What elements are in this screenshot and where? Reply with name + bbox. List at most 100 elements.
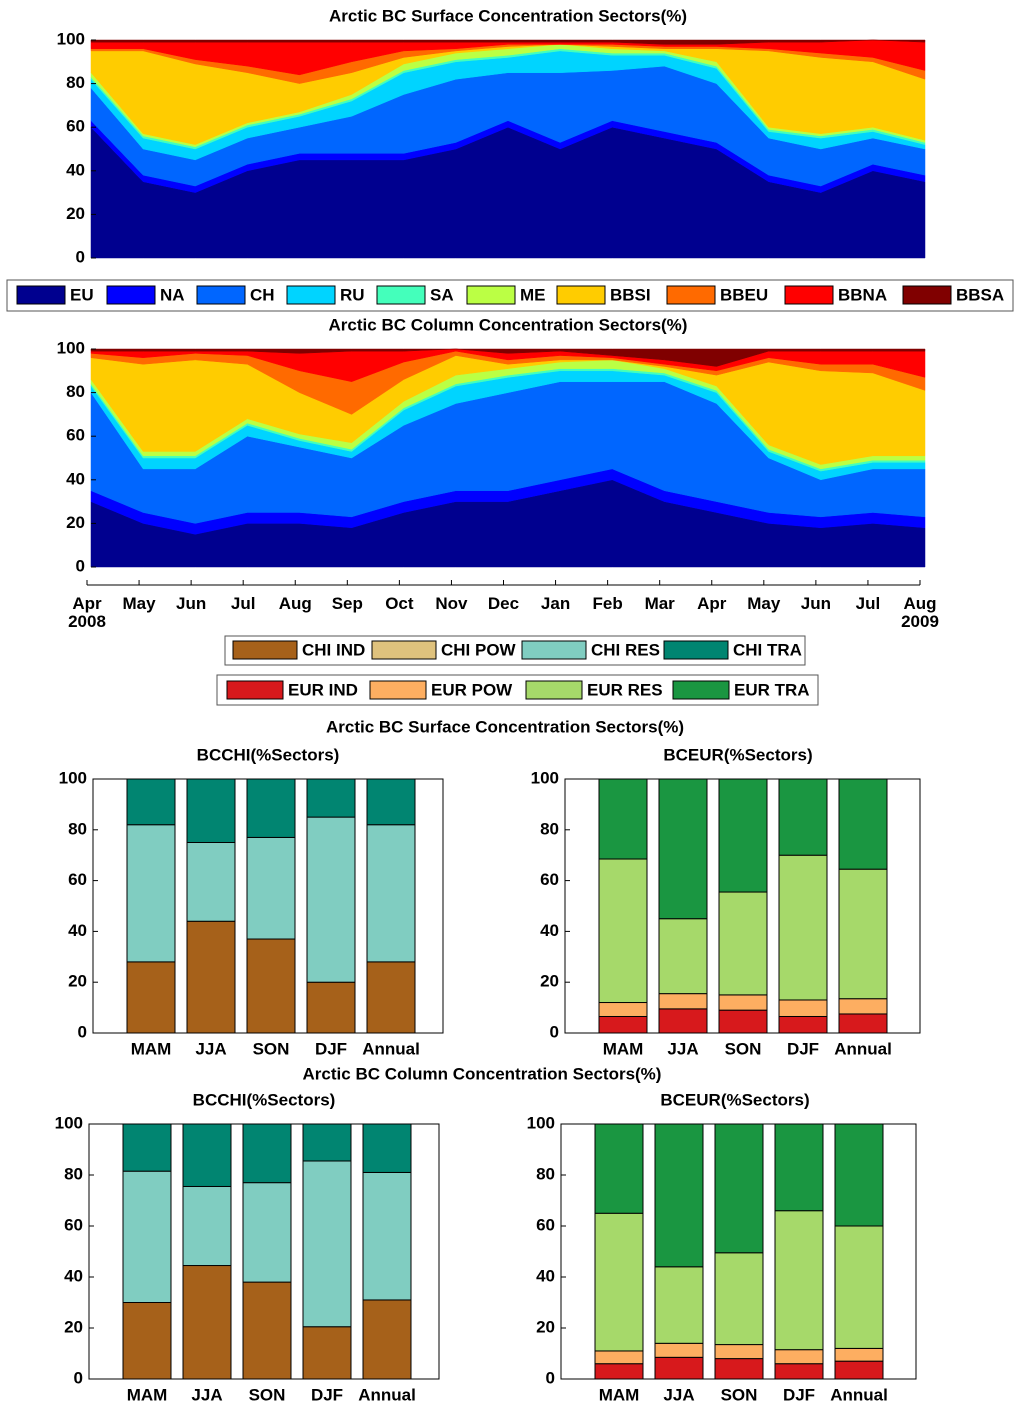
x-tick-label: SON xyxy=(249,1385,286,1404)
bar-segment xyxy=(598,778,648,860)
bar-segment xyxy=(778,854,828,1001)
x-tick-label: SON xyxy=(253,1039,290,1058)
x-tick-label: Jul xyxy=(231,594,256,613)
bar-segment xyxy=(302,1123,352,1162)
bar-segment xyxy=(774,1210,824,1351)
x-tick-label: MAM xyxy=(599,1385,640,1404)
y-tick-label: 60 xyxy=(536,1215,555,1234)
bar-segment xyxy=(122,1170,172,1304)
bar-segment xyxy=(654,1266,704,1344)
x-tick-label: JJA xyxy=(191,1385,222,1404)
bar-segment xyxy=(182,1123,232,1187)
x-tick-label: Oct xyxy=(385,594,414,613)
legend-swatch xyxy=(521,640,587,660)
y-tick-label: 100 xyxy=(531,768,559,787)
y-tick-label: 60 xyxy=(66,117,85,136)
bar-segment xyxy=(362,1171,412,1301)
x-tick-label: Aug xyxy=(279,594,312,613)
bar-segment xyxy=(598,1015,648,1034)
x-tick-label: DJF xyxy=(783,1385,815,1404)
legend-label: EUR TRA xyxy=(734,680,810,699)
bar-segment xyxy=(594,1212,644,1352)
x-tick-label: Jul xyxy=(856,594,881,613)
bar-segment xyxy=(658,1008,708,1034)
legend-swatch xyxy=(369,680,427,700)
legend-swatch xyxy=(226,680,284,700)
x-tick-label: DJF xyxy=(315,1039,347,1058)
bar-segment xyxy=(182,1265,232,1380)
bar-segment xyxy=(302,1326,352,1380)
y-tick-label: 20 xyxy=(68,972,87,991)
x-tick-label: JJA xyxy=(195,1039,226,1058)
x-tick-label: Jun xyxy=(176,594,206,613)
bar-segment xyxy=(246,836,296,940)
bar-segment xyxy=(714,1123,764,1254)
y-tick-label: 40 xyxy=(66,160,85,179)
bar-segment xyxy=(362,1299,412,1380)
bar-segment xyxy=(654,1356,704,1380)
bar-segment xyxy=(834,1225,884,1349)
x-tick-label: Apr xyxy=(697,594,727,613)
legend-label: EUR POW xyxy=(431,680,513,699)
x-tick-label: SON xyxy=(721,1385,758,1404)
y-tick-label: 20 xyxy=(536,1317,555,1336)
y-tick-label: 60 xyxy=(66,426,85,445)
bar-segment xyxy=(306,981,356,1034)
chart-title: BCEUR(%Sectors) xyxy=(663,745,812,764)
bar-segment xyxy=(834,1360,884,1380)
section-heading: Arctic BC Column Concentration Sectors(%… xyxy=(303,1064,662,1083)
bar-segment xyxy=(126,961,176,1034)
y-tick-label: 20 xyxy=(66,513,85,532)
bar-segment xyxy=(598,1002,648,1017)
legend-label: ME xyxy=(520,285,546,304)
bar-segment xyxy=(594,1350,644,1365)
y-tick-label: 60 xyxy=(68,870,87,889)
x-tick-label: Apr 2008 xyxy=(68,594,106,631)
x-tick-label: DJF xyxy=(311,1385,343,1404)
legend-label: CHI TRA xyxy=(733,640,802,659)
bar-segment xyxy=(186,842,236,922)
y-tick-label: 60 xyxy=(64,1215,83,1234)
bar-segment xyxy=(366,778,416,826)
y-tick-label: 0 xyxy=(546,1368,555,1387)
x-tick-label: SON xyxy=(725,1039,762,1058)
legend-box xyxy=(216,674,819,706)
bar-segment xyxy=(714,1252,764,1346)
legend-label: EU xyxy=(70,285,94,304)
legend-swatch xyxy=(466,285,516,305)
bar-segment xyxy=(718,891,768,996)
bar-segment xyxy=(658,778,708,920)
bar-segment xyxy=(182,1185,232,1267)
legend-swatch xyxy=(106,285,156,305)
bar-segment xyxy=(242,1281,292,1380)
legend-label: EUR IND xyxy=(288,680,358,699)
x-tick-label: Annual xyxy=(834,1039,892,1058)
legend-label: RU xyxy=(340,285,365,304)
bar-segment xyxy=(774,1123,824,1212)
x-tick-label: JJA xyxy=(667,1039,698,1058)
y-tick-label: 80 xyxy=(68,819,87,838)
y-tick-label: 40 xyxy=(536,1266,555,1285)
bar-segment xyxy=(714,1358,764,1380)
x-tick-label: Feb xyxy=(593,594,623,613)
bar-segment xyxy=(598,858,648,1004)
bar-segment xyxy=(306,778,356,818)
legend-label: EUR RES xyxy=(587,680,663,699)
legend-swatch xyxy=(902,285,952,305)
bar-segment xyxy=(654,1123,704,1268)
y-tick-label: 40 xyxy=(64,1266,83,1285)
bar-segment xyxy=(838,868,888,1000)
x-tick-label: Annual xyxy=(362,1039,420,1058)
bar-segment xyxy=(778,1015,828,1034)
legend-label: BBSA xyxy=(956,285,1004,304)
y-tick-label: 80 xyxy=(540,819,559,838)
x-tick-label: JJA xyxy=(663,1385,694,1404)
legend-swatch xyxy=(525,680,583,700)
y-tick-label: 40 xyxy=(66,469,85,488)
legend-label: CHI POW xyxy=(441,640,517,659)
y-tick-label: 80 xyxy=(64,1164,83,1183)
x-tick-label: MAM xyxy=(127,1385,168,1404)
bar-segment xyxy=(658,993,708,1010)
bar-segment xyxy=(362,1123,412,1173)
bar-segment xyxy=(838,1013,888,1034)
